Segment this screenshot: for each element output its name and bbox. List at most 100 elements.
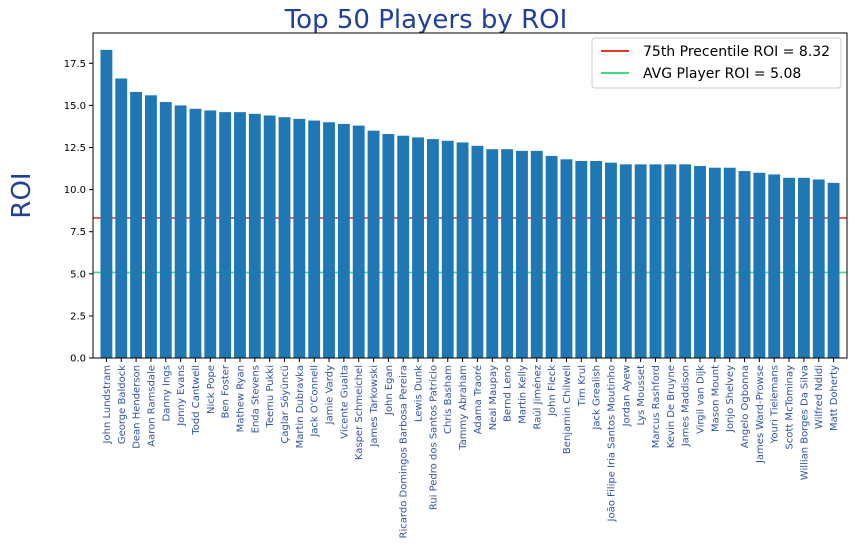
- x-tick-label: Mason Mount: [710, 365, 721, 432]
- bar: [664, 164, 677, 358]
- legend-label: 75th Precentile ROI = 8.32: [643, 44, 830, 60]
- x-tick-label: Teemu Pukki: [265, 365, 276, 429]
- x-tick-label: Neal Maupay: [488, 365, 499, 430]
- x-tick-label: Martin Kelly: [517, 365, 528, 424]
- x-tick-label: Ricardo Domingos Barbosa Pereira: [399, 365, 410, 538]
- x-tick-label: Çaglar Söyüncü: [280, 365, 291, 444]
- x-tick-label: Danny Ings: [161, 365, 172, 421]
- bar: [619, 164, 632, 358]
- x-tick-label: James Tarkowski: [369, 365, 380, 448]
- bar: [189, 108, 202, 358]
- x-tick-label: Tammy Abraham: [458, 365, 469, 451]
- x-tick-label: Willian Borges Da Silva: [799, 365, 810, 480]
- bar: [100, 49, 113, 359]
- bar: [204, 110, 217, 359]
- bar: [738, 171, 751, 358]
- bars: [100, 49, 840, 359]
- x-tick-label: Bernd Leno: [503, 365, 514, 422]
- bar: [812, 179, 825, 358]
- x-tick-label: Wilfred Ndidi: [814, 365, 825, 429]
- bar: [263, 115, 276, 358]
- bar: [278, 117, 291, 358]
- x-tick-label: James Maddison: [681, 365, 692, 447]
- bar: [441, 140, 454, 358]
- bar: [768, 174, 781, 358]
- legend-label: AVG Player ROI = 5.08: [643, 66, 801, 82]
- x-tick-label: Jonjo Shelvey: [725, 365, 736, 433]
- bar: [412, 137, 424, 358]
- x-tick-label: João Filipe Iria Santos Moutinho: [606, 365, 617, 523]
- y-tick-label: 12.5: [64, 143, 86, 154]
- x-tick-label: Jack Grealish: [592, 365, 603, 431]
- y-tick-label: 7.5: [70, 227, 86, 238]
- bar: [115, 78, 128, 358]
- x-tick-label: Chris Basham: [443, 365, 454, 434]
- bar: [456, 142, 469, 358]
- bar: [486, 149, 499, 358]
- y-tick-label: 15.0: [64, 101, 86, 112]
- x-tick-label: Kevin De Bruyne: [666, 365, 677, 448]
- bar: [323, 122, 335, 358]
- bar: [649, 164, 662, 358]
- bar: [426, 139, 439, 358]
- bar: [293, 118, 306, 358]
- x-tick-label: Youri Tielemans: [770, 365, 781, 444]
- bar: [145, 95, 157, 358]
- x-tick-label: Lewis Dunk: [414, 365, 425, 422]
- x-tick-label: Mathew Ryan: [235, 365, 246, 432]
- bar: [367, 130, 380, 358]
- bar: [797, 177, 810, 358]
- x-tick-label: John Lundstram: [102, 365, 113, 444]
- bar: [516, 150, 528, 358]
- bar: [694, 166, 706, 358]
- y-tick-label: 5.0: [70, 269, 86, 280]
- bar: [679, 164, 692, 358]
- bar: [159, 102, 172, 358]
- bar: [783, 177, 795, 358]
- y-axis-label: ROI: [7, 172, 37, 218]
- x-tick-label: Martin Dubravka: [295, 365, 306, 448]
- y-tick-label: 2.5: [70, 311, 86, 322]
- x-tick-label: Tim Krul: [577, 365, 588, 407]
- bar: [234, 112, 246, 359]
- x-tick-label: Enda Stevens: [250, 365, 261, 433]
- x-tick-label: Virgil van Dijk: [696, 365, 707, 434]
- bar: [174, 105, 187, 358]
- x-tick-label: Kasper Schmeichel: [354, 365, 365, 460]
- x-tick-label: Raúl Jiménez: [531, 365, 543, 430]
- bar: [560, 159, 573, 358]
- bar: [382, 134, 395, 358]
- bar: [248, 113, 261, 358]
- x-tick-label: Matt Doherty: [829, 365, 840, 431]
- x-tick-label: Nick Pope: [206, 365, 217, 414]
- x-tick-label: Benjamin Chilwell: [562, 365, 573, 454]
- bar: [219, 112, 232, 359]
- bar: [501, 149, 514, 358]
- bar: [575, 160, 588, 358]
- y-tick-label: 0.0: [70, 354, 86, 365]
- x-tick-label: Adama Traoré: [472, 365, 484, 434]
- x-tick-label: Vicente Guaita: [339, 365, 350, 439]
- bar: [130, 91, 143, 358]
- x-tick-label: John Egan: [384, 365, 395, 416]
- x-tick-label: Lys Mousset: [636, 365, 647, 426]
- reference-lines: [93, 217, 847, 274]
- bar: [723, 167, 736, 358]
- chart-title: Top 50 Players by ROI: [284, 5, 568, 35]
- legend: 75th Precentile ROI = 8.32 AVG Player ROI…: [591, 37, 842, 89]
- x-tick-label: Marcus Rashford: [651, 365, 662, 448]
- x-tick-label: Aaron Ramsdale: [146, 365, 157, 447]
- bar: [337, 123, 350, 359]
- plot-frame: [92, 32, 848, 359]
- x-tick-label: George Baldock: [117, 365, 128, 444]
- bar: [352, 125, 365, 359]
- legend-box: [591, 37, 842, 89]
- x-tick-label: Scott McTominay: [785, 365, 796, 450]
- bar: [308, 120, 321, 358]
- y-axis-ticks: 0.0 2.5 5.0 7.5 10.0 12.5 15.0 17.5: [64, 59, 93, 365]
- x-tick-label: James Ward-Prowse: [755, 365, 766, 464]
- y-tick-label: 17.5: [64, 59, 86, 70]
- bar: [605, 162, 617, 358]
- x-axis-ticks: John Lundstram George Baldock Dean Henders…: [102, 358, 840, 538]
